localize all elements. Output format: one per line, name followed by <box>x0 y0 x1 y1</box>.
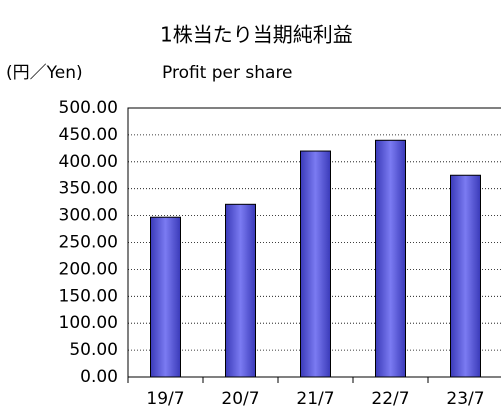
bar <box>375 139 406 378</box>
y-tick-label: 150.00 <box>59 286 118 306</box>
x-tick-label: 19/7 <box>146 389 184 409</box>
y-tick-label: 350.00 <box>59 179 118 199</box>
x-tick-label: 20/7 <box>221 389 259 409</box>
x-tick-label: 21/7 <box>296 389 334 409</box>
y-axis-label: (円／Yen) <box>6 63 83 83</box>
y-tick-label: 500.00 <box>59 98 118 118</box>
bar <box>150 216 181 378</box>
y-tick-label: 250.00 <box>59 233 118 253</box>
bar <box>450 174 481 378</box>
x-tick-label: 22/7 <box>371 389 409 409</box>
y-tick-label: 0.00 <box>80 367 118 387</box>
y-tick-label: 200.00 <box>59 259 118 279</box>
y-tick-label: 400.00 <box>59 152 118 172</box>
y-tick-label: 100.00 <box>59 313 118 333</box>
bar <box>225 203 256 378</box>
y-tick-label: 50.00 <box>69 340 118 360</box>
y-tick-label: 450.00 <box>59 125 118 145</box>
bar <box>300 150 331 378</box>
x-tick-label: 23/7 <box>446 389 484 409</box>
y-tick-label: 300.00 <box>59 206 118 226</box>
chart-subtitle: Profit per share <box>162 63 293 83</box>
chart-title: 1株当たり当期純利益 <box>160 23 353 47</box>
